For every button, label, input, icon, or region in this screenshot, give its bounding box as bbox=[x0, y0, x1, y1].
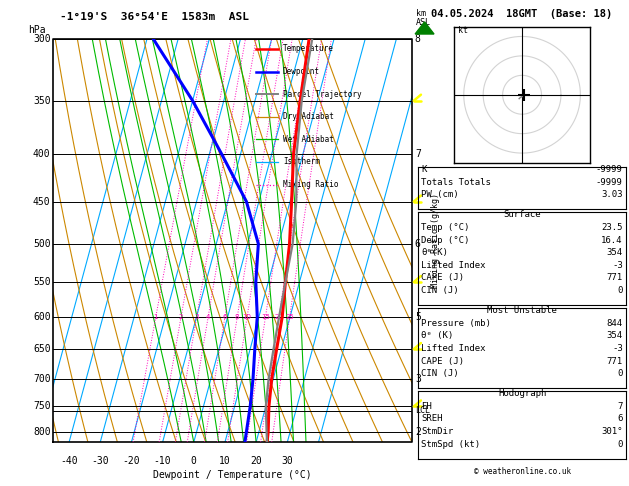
Text: 550: 550 bbox=[33, 277, 50, 287]
Text: 450: 450 bbox=[33, 196, 50, 207]
Text: -10: -10 bbox=[153, 456, 171, 467]
Text: Pressure (mb): Pressure (mb) bbox=[421, 319, 491, 328]
Text: Dewpoint: Dewpoint bbox=[283, 67, 320, 76]
Text: hPa: hPa bbox=[28, 25, 46, 35]
Text: Dry Adiabat: Dry Adiabat bbox=[283, 112, 334, 121]
Text: 844: 844 bbox=[606, 319, 623, 328]
Text: 400: 400 bbox=[33, 149, 50, 159]
Text: Mixing Ratio: Mixing Ratio bbox=[283, 180, 338, 189]
Text: 300: 300 bbox=[33, 34, 50, 44]
Text: Lifted Index: Lifted Index bbox=[421, 344, 486, 353]
Text: kt: kt bbox=[458, 26, 468, 35]
Text: © weatheronline.co.uk: © weatheronline.co.uk bbox=[474, 467, 571, 476]
Text: 350: 350 bbox=[33, 96, 50, 106]
Text: Hodograph: Hodograph bbox=[498, 389, 546, 398]
Text: 25: 25 bbox=[285, 314, 294, 320]
Text: -9999: -9999 bbox=[596, 165, 623, 174]
Text: Temperature: Temperature bbox=[283, 44, 334, 53]
Text: 1: 1 bbox=[153, 314, 158, 320]
Text: K: K bbox=[421, 165, 427, 174]
Text: Mixing Ratio (g/kg): Mixing Ratio (g/kg) bbox=[431, 193, 440, 288]
Text: Surface: Surface bbox=[503, 210, 541, 219]
Text: 771: 771 bbox=[606, 357, 623, 365]
Text: 6: 6 bbox=[415, 239, 421, 249]
Text: -40: -40 bbox=[60, 456, 78, 467]
Text: 10: 10 bbox=[219, 456, 231, 467]
Text: km
ASL: km ASL bbox=[416, 9, 431, 27]
Text: CAPE (J): CAPE (J) bbox=[421, 357, 464, 365]
Text: 3: 3 bbox=[194, 314, 199, 320]
Text: Isotherm: Isotherm bbox=[283, 157, 320, 166]
Text: 5: 5 bbox=[415, 312, 421, 322]
Text: CIN (J): CIN (J) bbox=[421, 286, 459, 295]
Text: 0: 0 bbox=[617, 286, 623, 295]
Text: 23.5: 23.5 bbox=[601, 223, 623, 232]
Text: 3: 3 bbox=[415, 374, 421, 384]
Text: -3: -3 bbox=[612, 344, 623, 353]
Text: θᵉ (K): θᵉ (K) bbox=[421, 331, 454, 340]
Text: 0: 0 bbox=[617, 440, 623, 449]
Text: 700: 700 bbox=[33, 374, 50, 384]
Text: 0: 0 bbox=[617, 369, 623, 378]
Text: -30: -30 bbox=[91, 456, 109, 467]
Text: 7: 7 bbox=[617, 402, 623, 411]
Text: 0: 0 bbox=[191, 456, 197, 467]
Text: Lifted Index: Lifted Index bbox=[421, 261, 486, 270]
Text: Dewpoint / Temperature (°C): Dewpoint / Temperature (°C) bbox=[153, 470, 312, 481]
Text: CAPE (J): CAPE (J) bbox=[421, 274, 464, 282]
Text: 650: 650 bbox=[33, 344, 50, 354]
Text: 8: 8 bbox=[415, 34, 421, 44]
Text: -3: -3 bbox=[612, 261, 623, 270]
Text: Totals Totals: Totals Totals bbox=[421, 178, 491, 187]
Text: 15: 15 bbox=[261, 314, 270, 320]
Text: Wet Adiabat: Wet Adiabat bbox=[283, 135, 334, 144]
Text: 771: 771 bbox=[606, 274, 623, 282]
Text: 500: 500 bbox=[33, 239, 50, 249]
Text: 2: 2 bbox=[179, 314, 183, 320]
Text: 3.03: 3.03 bbox=[601, 191, 623, 199]
Text: 800: 800 bbox=[33, 427, 50, 437]
Text: 16.4: 16.4 bbox=[601, 236, 623, 244]
Text: 354: 354 bbox=[606, 248, 623, 257]
Text: LCL: LCL bbox=[415, 406, 430, 415]
Text: Temp (°C): Temp (°C) bbox=[421, 223, 470, 232]
Text: θᵉ(K): θᵉ(K) bbox=[421, 248, 448, 257]
Text: -9999: -9999 bbox=[596, 178, 623, 187]
Text: CIN (J): CIN (J) bbox=[421, 369, 459, 378]
Text: 354: 354 bbox=[606, 331, 623, 340]
Text: EH: EH bbox=[421, 402, 432, 411]
Text: 30: 30 bbox=[281, 456, 293, 467]
Text: 2: 2 bbox=[415, 427, 421, 437]
Text: StmDir: StmDir bbox=[421, 427, 454, 436]
Text: Most Unstable: Most Unstable bbox=[487, 306, 557, 315]
Text: 6: 6 bbox=[617, 415, 623, 423]
Text: 8: 8 bbox=[235, 314, 240, 320]
Text: 20: 20 bbox=[274, 314, 283, 320]
Text: Dewp (°C): Dewp (°C) bbox=[421, 236, 470, 244]
Text: 6: 6 bbox=[223, 314, 227, 320]
Text: 600: 600 bbox=[33, 312, 50, 322]
Text: 04.05.2024  18GMT  (Base: 18): 04.05.2024 18GMT (Base: 18) bbox=[431, 9, 613, 19]
Text: 10: 10 bbox=[243, 314, 252, 320]
Text: -1°19'S  36°54'E  1583m  ASL: -1°19'S 36°54'E 1583m ASL bbox=[60, 12, 248, 22]
Text: 301°: 301° bbox=[601, 427, 623, 436]
Text: PW (cm): PW (cm) bbox=[421, 191, 459, 199]
Text: SREH: SREH bbox=[421, 415, 443, 423]
Text: 4: 4 bbox=[206, 314, 210, 320]
Text: 750: 750 bbox=[33, 401, 50, 412]
Text: 20: 20 bbox=[250, 456, 262, 467]
Text: 7: 7 bbox=[415, 149, 421, 159]
Text: StmSpd (kt): StmSpd (kt) bbox=[421, 440, 481, 449]
Text: Parcel Trajectory: Parcel Trajectory bbox=[283, 89, 362, 99]
Text: -20: -20 bbox=[123, 456, 140, 467]
